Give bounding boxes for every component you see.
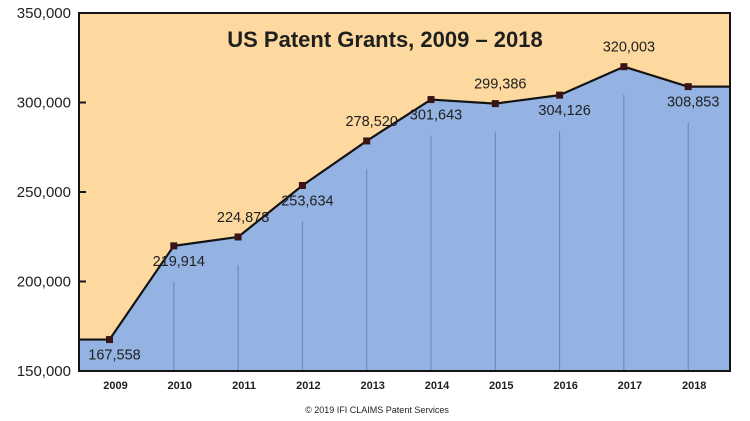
x-tick-label: 2016 bbox=[553, 380, 577, 392]
y-tick-label: 150,000 bbox=[17, 363, 71, 380]
data-label: 308,853 bbox=[667, 95, 719, 111]
y-tick-label: 350,000 bbox=[17, 5, 71, 22]
data-label: 224,878 bbox=[217, 210, 269, 226]
x-tick-label: 2017 bbox=[618, 380, 642, 392]
data-label: 278,520 bbox=[345, 114, 397, 130]
y-axis-labels: 150,000 200,000 250,000 300,000 350,000 bbox=[17, 5, 71, 380]
copyright-credit: © 2019 IFI CLAIMS Patent Services bbox=[305, 405, 449, 415]
data-label: 253,634 bbox=[281, 193, 333, 209]
data-point-marker bbox=[427, 96, 435, 104]
data-point-marker bbox=[491, 100, 499, 108]
x-tick-label: 2012 bbox=[296, 380, 320, 392]
data-area bbox=[79, 66, 730, 371]
data-labels: 167,558 219,914 224,878 253,634 278,520 301,6… bbox=[88, 40, 719, 364]
data-markers bbox=[106, 63, 692, 344]
data-label: 320,003 bbox=[603, 40, 655, 56]
data-point-marker bbox=[170, 242, 178, 250]
data-label: 304,126 bbox=[538, 103, 590, 119]
data-label: 167,558 bbox=[88, 348, 140, 364]
x-tick-label: 2010 bbox=[168, 380, 192, 392]
data-point-marker bbox=[620, 63, 628, 71]
x-tick-label: 2014 bbox=[425, 380, 450, 392]
data-label: 299,386 bbox=[474, 77, 526, 93]
data-point-marker bbox=[363, 137, 371, 145]
x-tick-label: 2015 bbox=[489, 380, 513, 392]
x-tick-label: 2018 bbox=[682, 380, 706, 392]
data-label: 301,643 bbox=[410, 108, 462, 124]
x-tick-label: 2011 bbox=[232, 380, 256, 392]
data-point-marker bbox=[106, 336, 113, 344]
y-tick-label: 250,000 bbox=[17, 184, 71, 201]
x-tick-label: 2009 bbox=[103, 380, 127, 392]
vertical-gridlines bbox=[173, 94, 689, 371]
x-tick-label: 2013 bbox=[360, 380, 384, 392]
plot-frame bbox=[78, 12, 731, 372]
data-point-marker bbox=[234, 233, 242, 241]
y-tick-label: 200,000 bbox=[17, 274, 71, 291]
data-point-marker bbox=[684, 83, 692, 91]
data-point-marker bbox=[298, 181, 306, 189]
data-label: 219,914 bbox=[153, 254, 205, 270]
data-line bbox=[79, 65, 730, 341]
x-axis-labels: 2009 2010 2011 2012 2013 2014 2015 2016 2017 2018 bbox=[103, 380, 706, 392]
y-tick-label: 300,000 bbox=[17, 95, 71, 112]
chart-title: US Patent Grants, 2009 – 2018 bbox=[227, 27, 543, 52]
data-point-marker bbox=[556, 91, 564, 99]
